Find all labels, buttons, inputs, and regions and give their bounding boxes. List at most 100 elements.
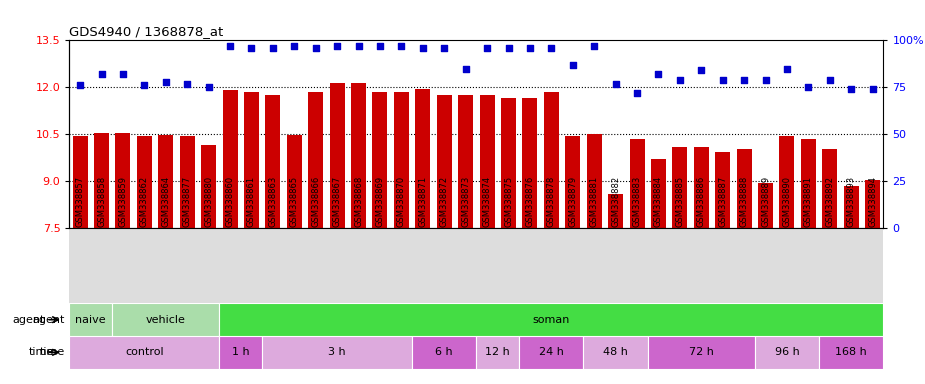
Point	[480, 45, 495, 51]
Text: 6 h: 6 h	[436, 347, 453, 358]
Bar	[630, 139, 645, 228]
Point	[544, 45, 559, 51]
Point	[202, 84, 216, 91]
Point	[758, 77, 773, 83]
Bar	[308, 92, 323, 228]
Point	[501, 45, 516, 51]
Bar	[780, 136, 795, 228]
Text: 3 h: 3 h	[328, 347, 346, 358]
Point	[694, 67, 709, 73]
Bar	[72, 136, 88, 228]
Bar	[523, 98, 537, 228]
Text: 48 h: 48 h	[603, 347, 628, 358]
Bar	[201, 146, 216, 228]
Text: 24 h: 24 h	[539, 347, 563, 358]
Point	[586, 43, 601, 49]
Bar	[544, 92, 559, 228]
Text: vehicle: vehicle	[146, 314, 186, 325]
Point	[651, 71, 666, 77]
Bar	[69, 336, 219, 369]
Point	[801, 84, 816, 91]
Bar	[820, 336, 883, 369]
Bar	[648, 336, 755, 369]
Point	[394, 43, 409, 49]
Bar	[736, 149, 752, 228]
Point	[179, 81, 194, 87]
Bar	[758, 183, 773, 228]
Bar	[586, 134, 601, 228]
Text: 1 h: 1 h	[232, 347, 250, 358]
Bar	[651, 159, 666, 228]
Text: 168 h: 168 h	[835, 347, 867, 358]
Point	[458, 65, 473, 71]
Point	[116, 71, 130, 77]
Bar	[501, 98, 516, 228]
Bar	[179, 136, 194, 228]
Bar	[137, 136, 152, 228]
Bar	[219, 336, 262, 369]
Text: GDS4940 / 1368878_at: GDS4940 / 1368878_at	[69, 25, 224, 38]
Point	[780, 65, 795, 71]
Bar	[287, 135, 302, 228]
Text: time: time	[29, 347, 54, 358]
Bar	[458, 95, 474, 228]
Bar	[437, 95, 451, 228]
Point	[308, 45, 323, 51]
Bar	[715, 152, 730, 228]
Point	[565, 62, 580, 68]
Point	[223, 43, 238, 49]
Point	[523, 45, 537, 51]
Bar	[608, 194, 623, 228]
Bar	[69, 303, 112, 336]
Point	[415, 45, 430, 51]
Point	[137, 83, 152, 89]
Bar	[262, 336, 413, 369]
Bar	[329, 83, 345, 228]
Point	[94, 71, 109, 77]
Bar	[565, 136, 580, 228]
Bar	[694, 147, 709, 228]
Point	[352, 43, 366, 49]
Point	[73, 83, 88, 89]
Bar	[394, 92, 409, 228]
Text: 96 h: 96 h	[774, 347, 799, 358]
Bar	[413, 336, 476, 369]
Bar	[219, 303, 883, 336]
Bar	[158, 135, 173, 228]
Bar	[116, 133, 130, 228]
Point	[287, 43, 302, 49]
Point	[865, 86, 880, 92]
Text: time: time	[40, 347, 65, 358]
Bar	[519, 336, 584, 369]
Bar	[265, 95, 280, 228]
Point	[373, 43, 388, 49]
Point	[244, 45, 259, 51]
Point	[437, 45, 451, 51]
Point	[609, 81, 623, 87]
Text: agent: agent	[12, 314, 44, 325]
Bar	[822, 149, 837, 228]
Bar	[479, 95, 495, 228]
Point	[265, 45, 280, 51]
Point	[630, 90, 645, 96]
Bar	[415, 89, 430, 228]
Text: 72 h: 72 h	[689, 347, 714, 358]
Point	[736, 77, 751, 83]
Bar	[244, 92, 259, 228]
Bar	[94, 133, 109, 228]
Point	[158, 79, 173, 85]
Bar	[801, 139, 816, 228]
Bar	[755, 336, 820, 369]
Bar	[352, 83, 366, 228]
Text: 12 h: 12 h	[486, 347, 511, 358]
Text: naive: naive	[76, 314, 106, 325]
Bar	[865, 180, 881, 228]
Point	[715, 77, 730, 83]
Point	[672, 77, 687, 83]
Point	[329, 43, 344, 49]
Bar	[476, 336, 519, 369]
Bar	[844, 186, 858, 228]
Bar	[584, 336, 647, 369]
Point	[844, 86, 858, 92]
Bar	[373, 92, 388, 228]
